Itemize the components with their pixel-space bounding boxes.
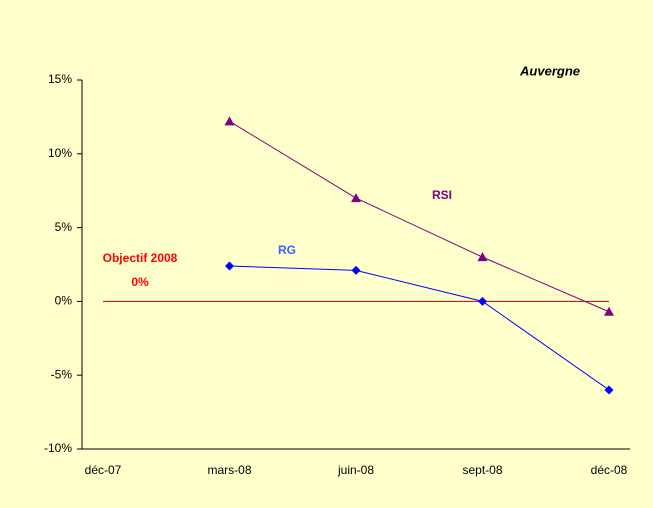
series-label: RG — [278, 243, 296, 257]
reference-value-label: 0% — [131, 275, 149, 289]
y-tick-label: 15% — [48, 72, 72, 86]
x-tick-label: déc-08 — [591, 463, 628, 477]
y-tick-label: 5% — [55, 220, 73, 234]
reference-label: Objectif 2008 — [103, 251, 178, 265]
y-tick-label: 0% — [55, 294, 73, 308]
x-tick-label: mars-08 — [207, 463, 251, 477]
series-line — [229, 120, 610, 313]
x-tick-label: juin-08 — [337, 463, 374, 477]
x-tick-label: sept-08 — [462, 463, 502, 477]
series-label: RSI — [432, 188, 452, 202]
series-marker — [224, 116, 235, 126]
series-marker — [351, 265, 361, 275]
chart-title: Auvergne — [519, 63, 580, 78]
series-marker — [477, 252, 488, 262]
x-tick-label: déc-07 — [85, 463, 122, 477]
y-tick-label: 10% — [48, 146, 72, 160]
series-marker — [351, 193, 361, 203]
y-tick-label: -5% — [51, 367, 73, 381]
series-line — [229, 265, 610, 391]
series-marker — [478, 296, 487, 306]
y-tick-label: -10% — [44, 441, 72, 455]
series-marker — [604, 385, 614, 395]
series-marker — [604, 306, 614, 316]
series-marker — [225, 261, 234, 271]
